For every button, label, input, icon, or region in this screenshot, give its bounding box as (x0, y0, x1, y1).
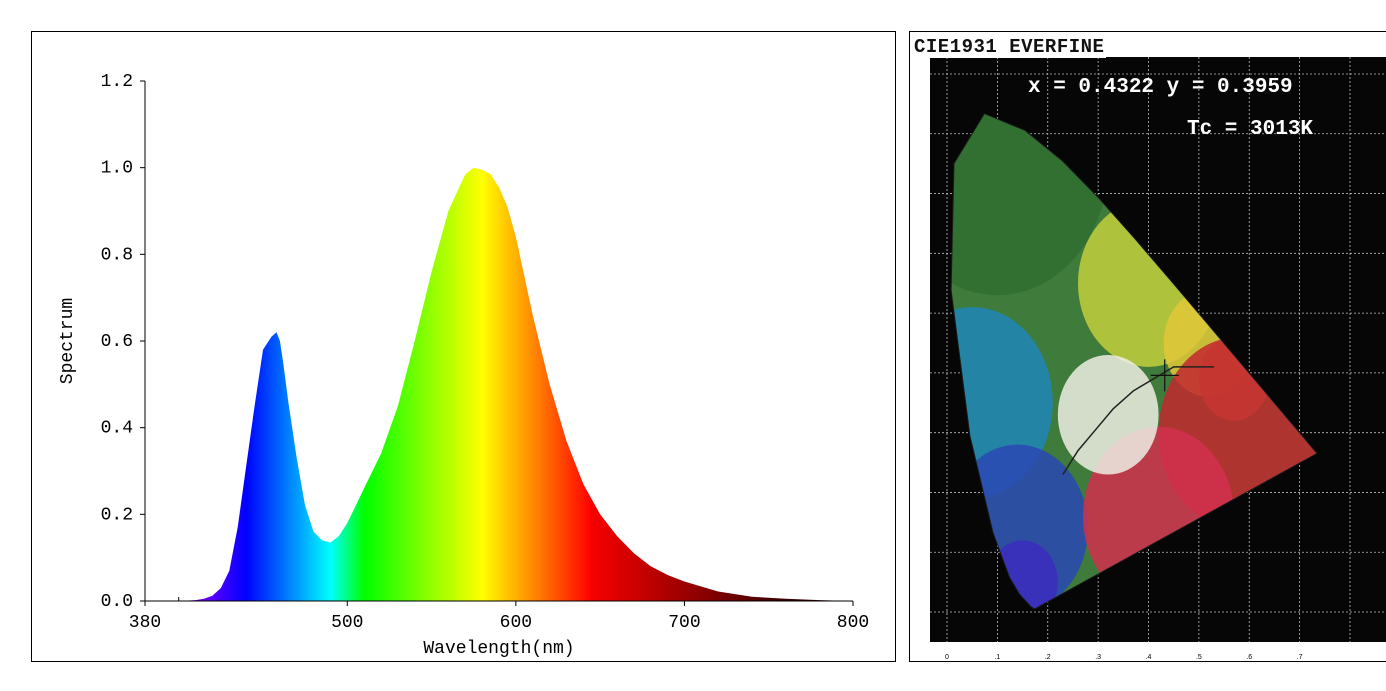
cie-y-tick-label: .2 (917, 490, 923, 497)
cie-x-tick-label: 0 (945, 654, 949, 661)
cie-y-tick-label: .3 (917, 431, 923, 438)
cie-x-tick-label: .7 (1297, 654, 1303, 661)
cie-spectral-locus (950, 112, 1318, 610)
cie-x-tick-label: .1 (994, 654, 1000, 661)
cie-y-tick-label: .5 (917, 311, 923, 318)
cie-y-tick-label: .7 (917, 192, 923, 199)
cie-x-tick-label: .6 (1246, 654, 1252, 661)
y-tick-label: 0.0 (101, 592, 133, 612)
y-tick-label: 0.8 (101, 245, 133, 265)
y-tick-label: 0.6 (101, 332, 133, 352)
y-tick-label: 1.0 (101, 159, 133, 179)
x-tick-label: 700 (668, 613, 700, 633)
y-tick-label: 0.2 (101, 505, 133, 525)
cie-y-tick-label: .6 (917, 251, 923, 258)
y-axis-label: Spectrum (58, 298, 78, 384)
x-axis-label: Wavelength(nm) (423, 639, 574, 659)
cie-diagram: 0 .1 .2 .3 .4 .5 .6 .7 .1 .2 .3 .4 .5 .6 .7 .8 (917, 57, 1386, 661)
x-tick-label: 800 (837, 613, 869, 633)
spectrum-chart: 0.0 0.2 0.4 0.6 0.8 1.0 1.2 380 500 600 700 800 Wave… (58, 72, 869, 659)
cie-x-tick-label: .4 (1146, 654, 1152, 661)
cie-cct-readout: Tc = 3013K (1187, 118, 1314, 141)
cie-x-tick-label: .2 (1045, 654, 1051, 661)
cie-y-tick-label: .8 (917, 132, 923, 139)
cie-y-tick-label: .1 (917, 550, 923, 557)
y-tick-label: 0.4 (101, 419, 133, 439)
spectrum-chart-panel: 0.0 0.2 0.4 0.6 0.8 1.0 1.2 380 500 600 700 800 Wave… (31, 31, 896, 662)
y-tick-label: 1.2 (101, 72, 133, 92)
cie-x-tick-label: .5 (1196, 654, 1202, 661)
cie-title: CIE1931 EVERFINE (912, 36, 1107, 58)
cie-y-tick-label: .4 (917, 371, 923, 378)
cie-xy-readout: x = 0.4322 y = 0.3959 (1028, 76, 1293, 99)
x-tick-label: 600 (500, 613, 532, 633)
cie-planckian-locus (1062, 366, 1214, 475)
x-tick-label: 380 (129, 613, 161, 633)
cie-chart-panel: 0 .1 .2 .3 .4 .5 .6 .7 .1 .2 .3 .4 .5 .6 .7 .8 CIE1931 … (909, 31, 1386, 662)
cie-x-tick-label: .3 (1095, 654, 1101, 661)
x-tick-label: 500 (331, 613, 363, 633)
spectrum-area (145, 167, 853, 601)
